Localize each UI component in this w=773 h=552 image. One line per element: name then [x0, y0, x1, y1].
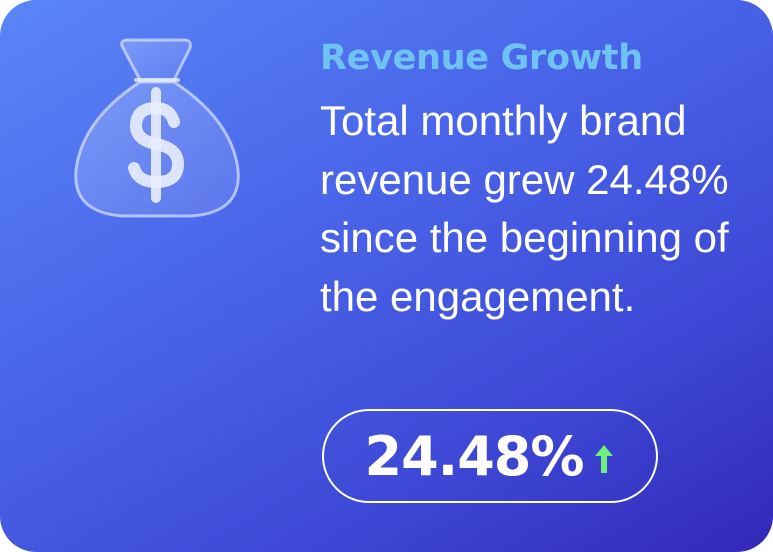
metric-badge: 24.48%: [322, 409, 658, 503]
card-description: Total monthly brand revenue grew 24.48% …: [320, 97, 729, 320]
money-bag-dollar-icon: [62, 30, 252, 230]
arrow-up-icon: [593, 443, 615, 475]
card-title: Revenue Growth: [320, 38, 643, 78]
metric-value: 24.48%: [364, 424, 585, 488]
